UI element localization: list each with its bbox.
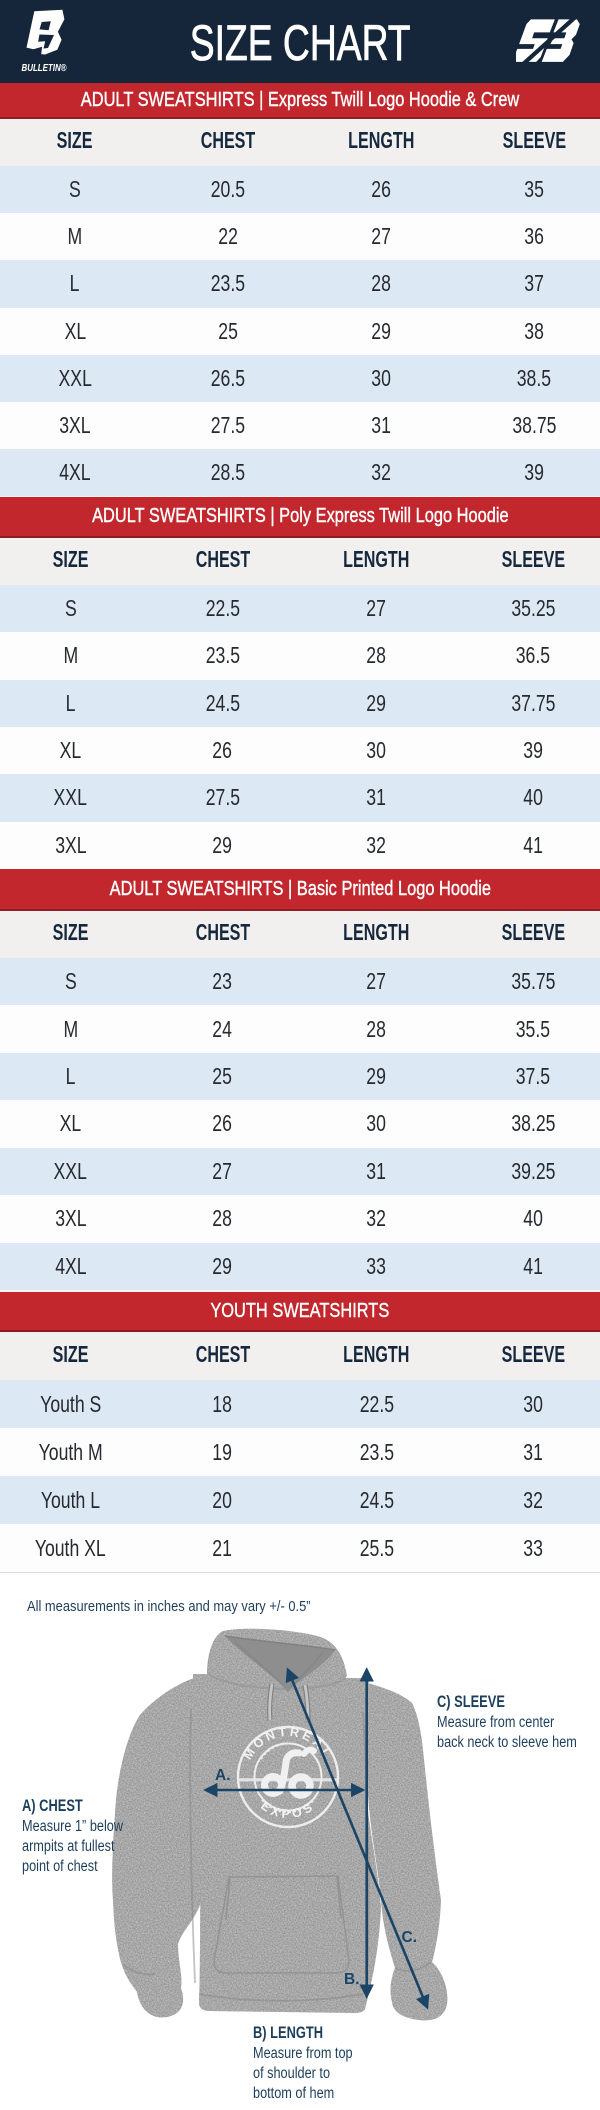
svg-text:C.: C.: [402, 1929, 418, 1946]
svg-text:B.: B.: [344, 1971, 360, 1988]
svg-text:A.: A.: [215, 1767, 231, 1784]
svg-text:BULLETIN®: BULLETIN®: [22, 63, 67, 73]
